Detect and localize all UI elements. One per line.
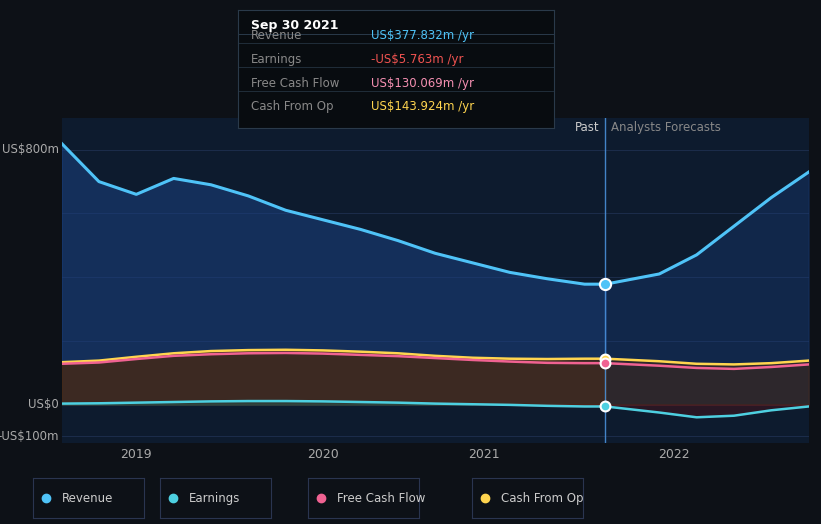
Text: Revenue: Revenue (62, 492, 113, 505)
Text: 2021: 2021 (468, 447, 499, 461)
Text: US$800m: US$800m (2, 143, 58, 156)
Text: Past: Past (575, 121, 599, 134)
Point (599, 280, 612, 288)
Text: Sep 30 2021: Sep 30 2021 (250, 19, 338, 32)
Point (599, 402, 612, 411)
Text: Free Cash Flow: Free Cash Flow (250, 77, 339, 90)
Text: Revenue: Revenue (250, 29, 302, 42)
Text: 2022: 2022 (658, 447, 690, 461)
Point (599, 355, 612, 363)
Text: US$377.832m /yr: US$377.832m /yr (371, 29, 474, 42)
Text: Earnings: Earnings (250, 53, 302, 66)
Text: -US$5.763m /yr: -US$5.763m /yr (371, 53, 463, 66)
Text: Analysts Forecasts: Analysts Forecasts (612, 121, 722, 134)
Text: US$130.069m /yr: US$130.069m /yr (371, 77, 474, 90)
Text: 2019: 2019 (121, 447, 152, 461)
Text: US$0: US$0 (28, 398, 58, 411)
Text: Earnings: Earnings (189, 492, 241, 505)
Text: US$143.924m /yr: US$143.924m /yr (371, 100, 474, 113)
Text: Free Cash Flow: Free Cash Flow (337, 492, 425, 505)
Text: 2020: 2020 (307, 447, 339, 461)
Text: -US$100m: -US$100m (0, 430, 58, 443)
Point (599, 359, 612, 367)
Text: Cash From Op: Cash From Op (501, 492, 584, 505)
Text: Cash From Op: Cash From Op (250, 100, 333, 113)
